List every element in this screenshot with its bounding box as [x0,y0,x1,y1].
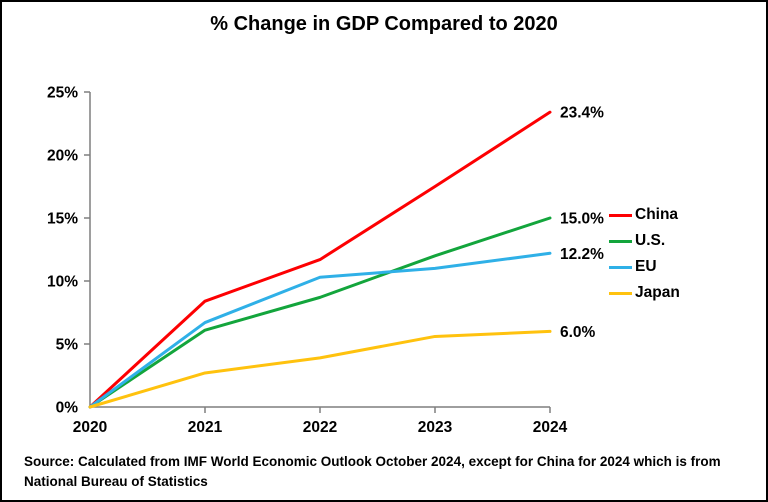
legend-label-us: U.S. [635,232,666,249]
series-line-japan [88,329,552,409]
legend-item-japan: Japan [609,280,680,306]
y-tick-label: 10% [47,274,78,291]
legend: China U.S. EU Japan [609,202,680,306]
legend-item-us: U.S. [609,228,680,254]
legend-label-japan: Japan [635,284,680,301]
legend-swatch-eu [609,265,632,269]
x-tick-label: 2023 [418,419,453,436]
legend-item-eu: EU [609,254,680,280]
series-line-eu [88,251,552,409]
chart-title: % Change in GDP Compared to 2020 [210,13,558,35]
x-tick-label: 2021 [188,419,223,436]
series-end-label-china: 23.4% [560,105,604,122]
legend-swatch-china [609,213,632,217]
y-tick-label: 25% [47,85,78,102]
y-tick-label: 20% [47,148,78,165]
legend-label-eu: EU [635,258,657,275]
legend-swatch-japan [609,291,632,295]
series-end-label-us: 15.0% [560,211,604,228]
y-tick-label: 0% [56,400,79,417]
series-line-us [88,216,552,409]
source-note-line1: Source: Calculated from IMF World Econom… [24,454,721,469]
x-tick-label: 2020 [73,419,107,436]
source-note-line2: National Bureau of Statistics [24,474,208,490]
x-tick-label: 2024 [533,419,568,436]
series-line-china [88,110,552,409]
y-tick-label: 15% [47,211,78,228]
series-end-label-eu: 12.2% [560,246,604,263]
series-end-label-japan: 6.0% [560,324,596,341]
y-tick-label: 5% [56,337,79,354]
source-note: Source: Calculated from IMF World Econom… [24,452,748,493]
legend-swatch-us [609,239,632,243]
legend-item-china: China [609,202,680,228]
legend-label-china: China [635,206,679,223]
x-tick-label: 2022 [303,419,337,436]
